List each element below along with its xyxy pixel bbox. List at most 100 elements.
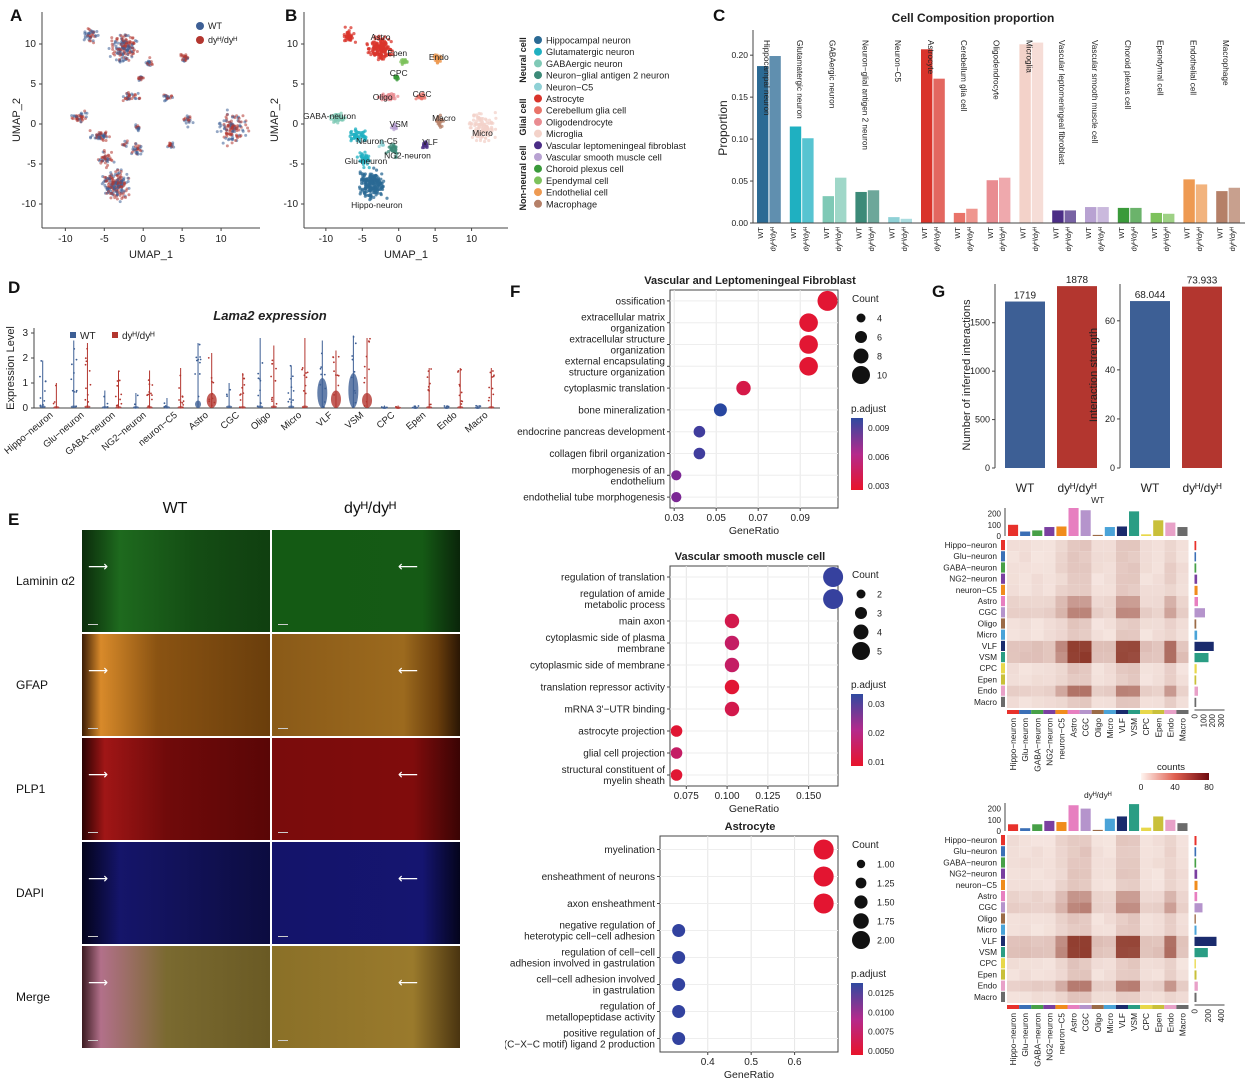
side-marginal-bar (1194, 541, 1197, 551)
heatmap-cell (1176, 551, 1189, 563)
heatmap-cell (1115, 696, 1128, 708)
umap-point (230, 141, 234, 145)
heatmap-cell (1152, 584, 1165, 596)
y-tick-label: 1 (22, 378, 28, 389)
umap-point (222, 122, 226, 126)
enrichment-dot (672, 951, 686, 964)
umap-point (389, 40, 393, 44)
side-marginal-bar (1194, 869, 1198, 879)
top-marginal-bar (1177, 823, 1188, 831)
umap-point (477, 122, 481, 126)
umap-point (122, 178, 126, 182)
umap-point (377, 36, 381, 40)
term-label: regulation of amide (580, 589, 665, 600)
umap-point (358, 151, 362, 155)
side-marginal-bar (1194, 574, 1198, 584)
umap-point (118, 193, 122, 197)
panel-label-d: D (8, 278, 21, 297)
violin-point (365, 400, 368, 403)
umap-point (126, 44, 130, 48)
heatmap-cell (1067, 652, 1080, 664)
heatmap-cell (1140, 696, 1153, 708)
heatmap-cell (1091, 607, 1104, 619)
umap-point (124, 144, 128, 148)
enrichment-dot (813, 893, 834, 914)
legend-label: Hippocampal neuron (546, 36, 631, 46)
enrichment-dot (724, 613, 740, 629)
heatmap-cell (1115, 584, 1128, 596)
enrichment-dot (817, 290, 838, 311)
heatmap-cell (1115, 846, 1128, 858)
heatmap-cell (1043, 879, 1056, 891)
term-label: extracellular structure (569, 335, 665, 346)
heatmap-cell (1164, 913, 1177, 925)
umap-point (186, 125, 190, 129)
violin-point (324, 387, 327, 390)
heatmap-cell (1067, 857, 1080, 869)
heatmap-cell (1115, 991, 1128, 1003)
legend-label: Neuron−glial antigen 2 neuron (546, 71, 669, 81)
violin-point (257, 377, 260, 380)
legend-swatch (534, 153, 542, 161)
x-tick-label: 0 (140, 234, 146, 245)
interaction-bar (1057, 286, 1097, 468)
side-marginal-bar (1194, 981, 1198, 991)
violin-point (304, 384, 307, 387)
side-marginal-bar (1194, 892, 1198, 902)
group-tick-label: dyᴴ/dyᴴ (900, 226, 909, 251)
heatmap-cell (1164, 596, 1177, 608)
group-tick-label: WT (855, 227, 864, 239)
umap-point (130, 150, 134, 154)
heatmap-cell (1019, 607, 1032, 619)
umap-point (222, 127, 226, 131)
col-color-key (1007, 1005, 1020, 1009)
heatmap-cell (1079, 551, 1092, 563)
violin-point (290, 377, 292, 380)
heatmap-cell (1055, 902, 1068, 914)
row-color-key (1001, 969, 1005, 980)
umap-point (78, 114, 82, 118)
heatmap-cell (1007, 674, 1020, 686)
heatmap-cell (1128, 879, 1141, 891)
enrichment-dot (813, 839, 834, 860)
umap-point (480, 135, 484, 139)
col-label: Oligo (1093, 718, 1103, 738)
legend-label: 6 (877, 333, 882, 343)
heatmap-cell (1103, 913, 1116, 925)
category-label: Astro (187, 410, 211, 433)
heatmap-cell (1128, 696, 1141, 708)
heatmap-cell (1007, 618, 1020, 630)
row-color-key (1001, 596, 1005, 607)
violin-point (492, 375, 495, 378)
category-label: GABAergic neuron (828, 40, 837, 109)
umap-point (225, 128, 229, 132)
umap-point (436, 115, 440, 119)
term-label: endocrine pancreas development (517, 427, 665, 438)
term-label: positive regulation of (563, 1029, 655, 1040)
top-marginal-bar (1020, 531, 1031, 536)
composition-bar (966, 208, 978, 223)
heatmap-cell (1176, 913, 1189, 925)
umap-point (364, 183, 368, 188)
violin-point (86, 347, 89, 350)
composition-bar (789, 126, 802, 223)
legend-label: 4 (877, 628, 882, 638)
heatmap-cell (1176, 935, 1189, 947)
umap-point (107, 154, 111, 158)
row-color-key (1001, 902, 1005, 913)
umap-point (353, 128, 357, 133)
violin-point (288, 398, 291, 401)
heatmap-cell (1176, 573, 1189, 585)
row-label: CGC (979, 902, 997, 912)
heatmap-cell (1128, 835, 1141, 847)
legend-label: 0.009 (868, 423, 890, 433)
umap-point (359, 181, 364, 185)
group-tick-label: WT (953, 227, 962, 239)
violin-point (275, 367, 277, 370)
heatmap-cell (1115, 980, 1128, 992)
legend-label: Astrocyte (546, 94, 584, 104)
umap-point (374, 51, 378, 56)
heatmap-cell (1007, 685, 1020, 697)
violin-point (426, 376, 429, 378)
umap-point (135, 49, 139, 53)
